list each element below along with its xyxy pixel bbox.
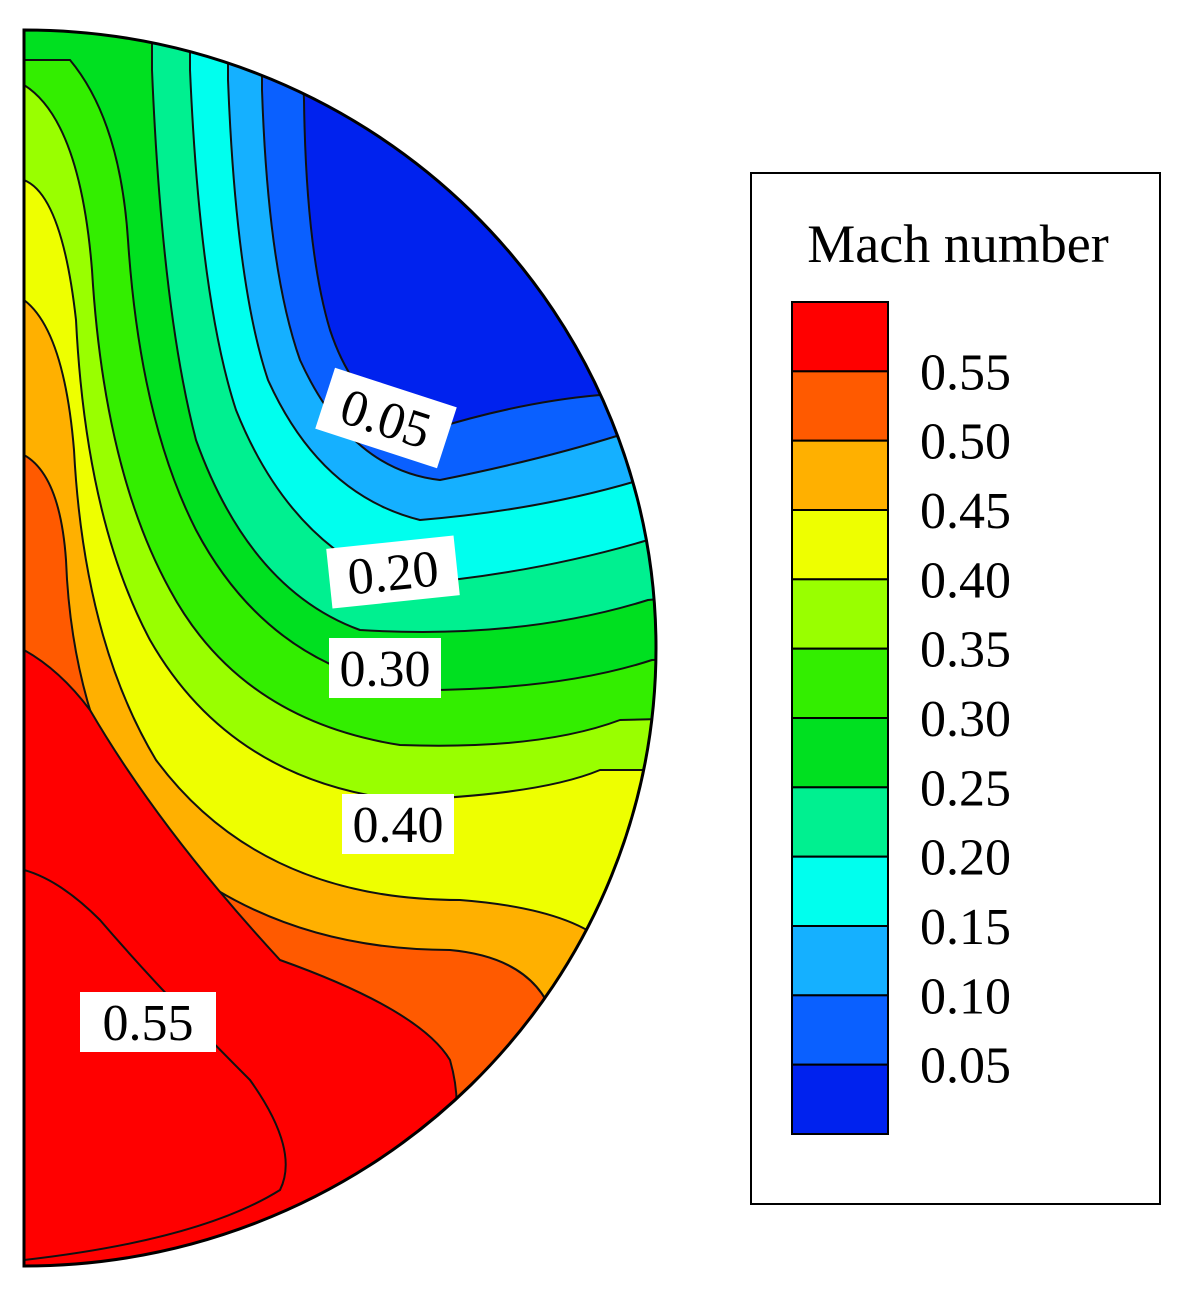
svg-text:0.20: 0.20 [345,540,441,606]
legend-swatch-5 [791,647,889,719]
legend-swatch-7 [791,786,889,858]
legend-tick-label-8: 0.15 [920,899,1011,956]
legend-tick-label-2: 0.45 [920,483,1011,540]
legend-title: Mach number [807,214,1108,274]
legend-tick-label-9: 0.10 [920,968,1011,1025]
svg-text:0.30: 0.30 [340,641,431,698]
svg-text:0.55: 0.55 [103,995,194,1052]
legend-swatch-3 [791,509,889,581]
contour-label-0.30: 0.30 [329,638,441,698]
contour-label-0.55: 0.55 [80,992,216,1052]
legend-swatches [791,301,889,1136]
legend-swatch-11 [791,1063,889,1136]
legend-swatch-6 [791,717,889,789]
legend-tick-label-3: 0.40 [920,552,1011,609]
legend-swatch-9 [791,925,889,997]
contour-label-0.20: 0.20 [326,535,460,609]
contour-label-0.40: 0.40 [342,794,454,854]
legend-tick-label-0: 0.55 [920,344,1011,401]
legend-swatch-2 [791,439,889,512]
legend-tick-label-10: 0.05 [920,1038,1011,1095]
legend: Mach number 0.55 0.50 0.45 0.40 0.35 0.30 0.25… [750,172,1161,1205]
legend-labels: 0.55 0.50 0.45 0.40 0.35 0.30 0.25 0.20 0.15 0.10… [920,344,1011,1094]
svg-text:0.40: 0.40 [353,797,444,854]
legend-tick-label-5: 0.30 [920,691,1011,748]
contour-band-peak [24,868,287,1262]
legend-tick-label-4: 0.35 [920,622,1011,679]
legend-swatch-10 [791,994,889,1066]
legend-tick-label-1: 0.50 [920,414,1011,471]
legend-swatch-1 [791,370,889,442]
plot-boundary [22,28,658,1268]
legend-swatch-8 [791,855,889,927]
legend-swatch-4 [791,578,889,650]
legend-tick-label-6: 0.25 [920,760,1011,817]
legend-tick-label-7: 0.20 [920,830,1011,887]
legend-swatch-0 [791,301,889,373]
